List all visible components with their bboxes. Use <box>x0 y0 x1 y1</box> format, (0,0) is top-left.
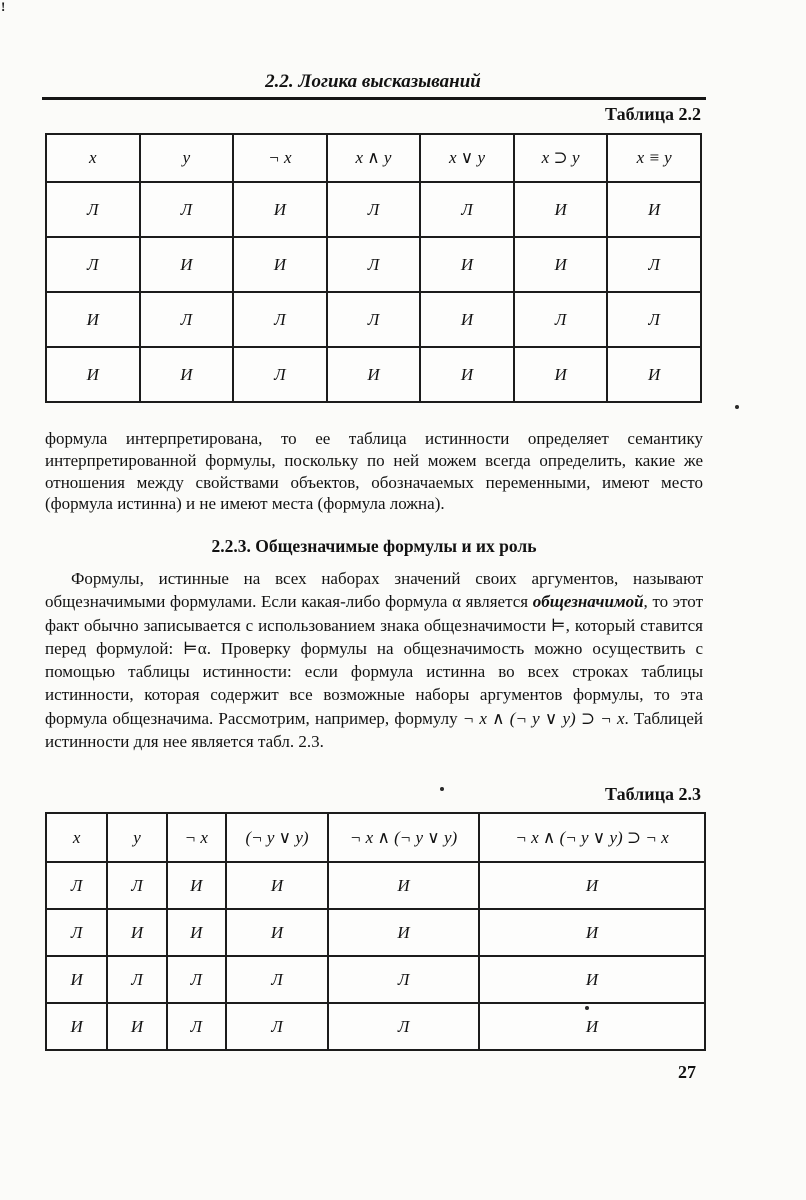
truth-table-cell: И <box>224 908 330 957</box>
emphasized-term: общезначимой <box>532 592 644 612</box>
truth-table-cell: Л <box>325 236 422 293</box>
page-number: 27 <box>678 1062 696 1082</box>
truth-table-cell: Л <box>512 291 609 348</box>
truth-table-cell: И <box>232 181 328 238</box>
truth-table-cell: Л <box>224 955 330 1004</box>
truth-table-cell: И <box>165 861 227 910</box>
truth-table-cell: И <box>512 181 609 238</box>
truth-table-cell: И <box>106 1002 168 1051</box>
truth-table-cell: И <box>224 861 330 910</box>
truth-table-cell: И <box>44 955 109 1004</box>
truth-table-cell: Л <box>44 861 109 910</box>
truth-table-cell: Л <box>44 908 109 957</box>
truth-table-cell: И <box>478 908 706 957</box>
truth-table-cell: Л <box>606 291 702 348</box>
table-header-row: x y ¬ x (¬ y ∨ y) ¬ x ∧ (¬ y ∨ y) ¬ x ∧ (¬ y … <box>44 812 706 863</box>
truth-table-cell: И <box>45 346 141 403</box>
truth-table-cell: И <box>606 181 702 238</box>
paragraph-tautology: Формулы, истинные на всех наборах значен… <box>45 567 703 753</box>
truth-table-cell: И <box>327 861 481 910</box>
truth-table-cell: И <box>478 955 706 1004</box>
paragraph-interpretation: формула интерпретирована, то ее таблица … <box>45 429 703 514</box>
truth-table-cell: Л <box>224 1002 330 1051</box>
truth-table-header-cell: (¬ y ∨ y) <box>224 812 330 863</box>
paragraph-text: . Таблицей истинности для нее является т… <box>45 708 703 752</box>
truth-table-header-cell: y <box>138 133 235 183</box>
logic-formula: ¬ x ∧ (¬ y ∨ y) ⊃ ¬ x <box>462 708 625 728</box>
truth-table-cell: И <box>606 346 702 403</box>
truth-table-cell: И <box>138 236 235 293</box>
scan-artifact-dot <box>440 787 444 791</box>
truth-table-cell: Л <box>232 346 328 403</box>
paragraph-text: , то этот факт обычно записывается с исп… <box>45 592 703 728</box>
truth-table-cell: И <box>106 908 168 957</box>
truth-table-cell: И <box>419 236 515 293</box>
truth-table-cell: И <box>512 346 609 403</box>
truth-table-cell: И <box>478 1002 706 1051</box>
truth-table-header-cell: x ∧ y <box>325 133 422 183</box>
truth-table-cell: И <box>478 861 706 910</box>
truth-table-cell: Л <box>327 1002 481 1051</box>
truth-table-cell: И <box>45 291 141 348</box>
truth-table-2-3: x y ¬ x (¬ y ∨ y) ¬ x ∧ (¬ y ∨ y) ¬ x ∧ (¬ y … <box>44 812 706 1051</box>
truth-table-cell: Л <box>45 181 141 238</box>
truth-table-cell: И <box>512 236 609 293</box>
truth-table-header-cell: x ∨ y <box>419 133 515 183</box>
truth-table-header-cell: ¬ x ∧ (¬ y ∨ y) <box>327 812 481 863</box>
truth-table-cell: Л <box>106 861 168 910</box>
truth-table-cell: И <box>419 291 515 348</box>
truth-table-cell: Л <box>419 181 515 238</box>
truth-table-cell: Л <box>138 181 235 238</box>
truth-table-cell: Л <box>325 181 422 238</box>
truth-table-cell: Л <box>327 955 481 1004</box>
truth-table-cell: Л <box>106 955 168 1004</box>
truth-table-cell: И <box>232 236 328 293</box>
scan-artifact-dot <box>585 1006 589 1010</box>
truth-table-cell: Л <box>165 955 227 1004</box>
truth-table-header-cell: ¬ x ∧ (¬ y ∨ y) ⊃ ¬ x <box>478 812 706 863</box>
truth-table-header-cell: ¬ x <box>232 133 328 183</box>
truth-table-cell: И <box>325 346 422 403</box>
truth-table-cell: Л <box>165 1002 227 1051</box>
header-rule <box>42 97 706 100</box>
truth-table-header-cell: x ≡ y <box>606 133 702 183</box>
section-heading: 2.2.3. Общезначимые формулы и их роль <box>211 536 537 556</box>
truth-table-cell: И <box>138 346 235 403</box>
truth-table-cell: И <box>419 346 515 403</box>
scan-artifact-dot <box>735 405 739 409</box>
truth-table-cell: Л <box>138 291 235 348</box>
truth-table-cell: Л <box>232 291 328 348</box>
table-2-3-caption: Таблица 2.3 <box>605 784 701 804</box>
table-2-2-caption: Таблица 2.2 <box>605 104 701 124</box>
paragraph-text: Формулы, истинные на всех наборах значен… <box>45 569 703 612</box>
truth-table-header-cell: x <box>44 812 109 863</box>
truth-table-cell: Л <box>325 291 422 348</box>
truth-table-header-cell: ¬ x <box>165 812 227 863</box>
truth-table-header-cell: x ⊃ y <box>512 133 609 183</box>
truth-table-header-cell: x <box>45 133 141 183</box>
scan-artifact: ! <box>1 0 6 14</box>
running-header: 2.2. Логика высказываний <box>265 71 481 92</box>
truth-table-cell: И <box>44 1002 109 1051</box>
truth-table-cell: И <box>327 908 481 957</box>
truth-table-cell: И <box>165 908 227 957</box>
truth-table-cell: Л <box>606 236 702 293</box>
truth-table-header-cell: y <box>106 812 168 863</box>
truth-table-cell: Л <box>45 236 141 293</box>
